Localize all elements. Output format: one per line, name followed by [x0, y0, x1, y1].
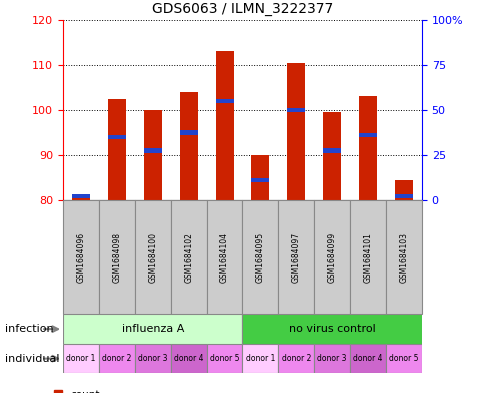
Text: individual: individual [5, 354, 59, 364]
FancyBboxPatch shape [135, 200, 170, 314]
Text: donor 1: donor 1 [66, 354, 95, 363]
Bar [251, 155, 269, 200]
Text: no virus control: no virus control [288, 324, 375, 334]
Text: GSM1684098: GSM1684098 [112, 232, 121, 283]
Text: donor 3: donor 3 [138, 354, 167, 363]
Bar [358, 96, 376, 200]
FancyBboxPatch shape [242, 344, 278, 373]
FancyBboxPatch shape [99, 344, 135, 373]
Text: donor 2: donor 2 [281, 354, 310, 363]
FancyBboxPatch shape [206, 200, 242, 314]
FancyBboxPatch shape [278, 200, 314, 314]
Text: GSM1684100: GSM1684100 [148, 232, 157, 283]
Bar [394, 180, 412, 200]
FancyBboxPatch shape [170, 344, 206, 373]
FancyBboxPatch shape [135, 344, 170, 373]
Text: donor 5: donor 5 [389, 354, 418, 363]
FancyBboxPatch shape [242, 200, 278, 314]
FancyBboxPatch shape [349, 344, 385, 373]
Bar [143, 149, 161, 153]
Bar [322, 149, 340, 153]
FancyBboxPatch shape [314, 200, 349, 314]
FancyBboxPatch shape [206, 344, 242, 373]
Text: donor 3: donor 3 [317, 354, 346, 363]
Text: infection: infection [5, 324, 53, 334]
Text: GSM1684103: GSM1684103 [399, 232, 408, 283]
Text: GSM1684095: GSM1684095 [256, 232, 264, 283]
Text: GSM1684096: GSM1684096 [76, 232, 85, 283]
Bar [143, 110, 161, 200]
FancyBboxPatch shape [385, 344, 421, 373]
Bar [287, 108, 304, 112]
Text: donor 5: donor 5 [210, 354, 239, 363]
Title: GDS6063 / ILMN_3222377: GDS6063 / ILMN_3222377 [151, 2, 333, 16]
FancyBboxPatch shape [99, 200, 135, 314]
Bar [179, 130, 197, 135]
Bar [107, 135, 125, 140]
Bar [322, 112, 340, 200]
Bar [179, 92, 197, 200]
Text: donor 1: donor 1 [245, 354, 274, 363]
Bar [358, 132, 376, 137]
Bar [215, 99, 233, 103]
Text: GSM1684101: GSM1684101 [363, 232, 372, 283]
Text: GSM1684097: GSM1684097 [291, 232, 300, 283]
Bar [251, 178, 269, 182]
Text: donor 2: donor 2 [102, 354, 131, 363]
Bar [107, 99, 125, 200]
Legend: count, percentile rank within the sample: count, percentile rank within the sample [54, 390, 246, 393]
Text: GSM1684099: GSM1684099 [327, 232, 336, 283]
Text: GSM1684102: GSM1684102 [184, 232, 193, 283]
Bar [215, 51, 233, 200]
Text: donor 4: donor 4 [174, 354, 203, 363]
FancyBboxPatch shape [63, 344, 99, 373]
FancyBboxPatch shape [278, 344, 314, 373]
FancyBboxPatch shape [242, 314, 421, 344]
Text: influenza A: influenza A [121, 324, 183, 334]
Bar [72, 194, 90, 198]
FancyBboxPatch shape [385, 200, 421, 314]
Text: donor 4: donor 4 [353, 354, 382, 363]
Bar [394, 194, 412, 198]
FancyBboxPatch shape [349, 200, 385, 314]
Bar [287, 62, 304, 200]
FancyBboxPatch shape [63, 314, 242, 344]
Text: GSM1684104: GSM1684104 [220, 232, 228, 283]
FancyBboxPatch shape [314, 344, 349, 373]
FancyBboxPatch shape [63, 200, 99, 314]
Bar [72, 194, 90, 200]
FancyBboxPatch shape [170, 200, 206, 314]
